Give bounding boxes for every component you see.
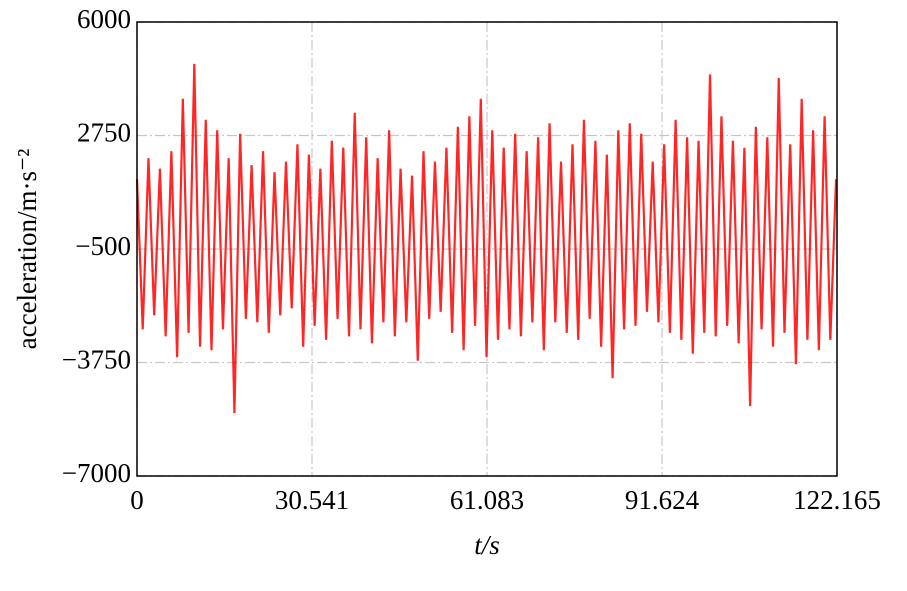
x-axis-label: t/s [474,530,500,560]
x-tick-label: 91.624 [625,485,700,515]
plot-frame [136,21,838,477]
y-tick-label: 2750 [77,118,131,148]
y-axis-label: acceleration/m·s⁻² [12,149,42,350]
y-tick-label: −3750 [62,345,131,375]
x-tick-label: 0 [130,485,144,515]
x-tick-label: 61.083 [450,485,524,515]
x-tick-label: 30.541 [275,485,349,515]
y-tick-label: −7000 [62,458,131,488]
signal-line [135,63,838,414]
y-tick-label: 6000 [77,4,131,34]
y-tick-label: −500 [75,231,131,261]
x-tick-label: 122.165 [793,485,881,515]
